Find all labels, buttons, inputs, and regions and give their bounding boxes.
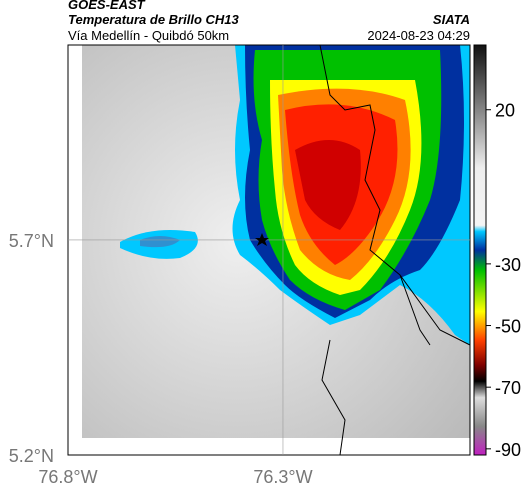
timestamp: 2024-08-23 04:29 [367, 28, 470, 43]
colorbar [473, 44, 487, 456]
location-marker [255, 233, 269, 246]
title: GOES-EAST [68, 0, 146, 12]
colorbar-tick-label: -90 [495, 440, 521, 460]
colorbar-tick-label: -30 [495, 255, 521, 275]
map-image [68, 44, 471, 456]
colorbar-tick-label: -50 [495, 317, 521, 337]
x-tick-label: 76.8°W [38, 467, 97, 487]
colorbar-tick-label: 20 [495, 101, 515, 121]
subtitle: Temperatura de Brillo CH13 [68, 12, 240, 27]
y-tick-label: 5.2°N [9, 446, 54, 466]
overlay: 76.8°W 76.3°W 5.2°N 5.7°N 20 -30 -50 -70 -90 [9, 45, 521, 487]
source: SIATA [433, 12, 470, 27]
map-frame [67, 44, 471, 456]
colorbar-tick-label: -70 [495, 378, 521, 398]
x-tick-label: 76.3°W [253, 467, 312, 487]
y-tick-label: 5.7°N [9, 231, 54, 251]
route: Vía Medellín - Quibdó 50km [68, 28, 229, 43]
